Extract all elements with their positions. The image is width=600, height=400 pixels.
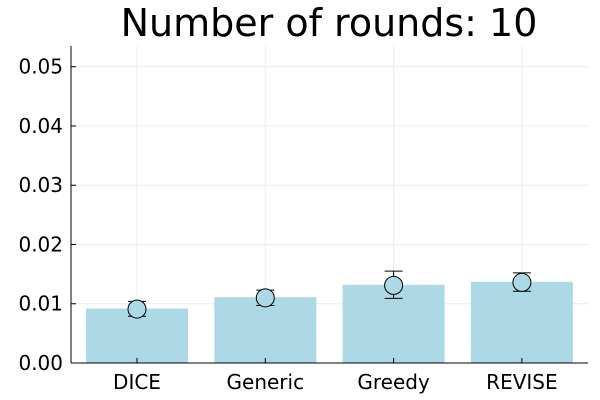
chart-title: Number of rounds: 10	[121, 1, 538, 45]
y-tick-labels: 0.00 0.01 0.02 0.03 0.04 0.05	[18, 55, 63, 375]
x-tick-label-generic: Generic	[227, 370, 305, 394]
y-tick-label: 0.01	[18, 292, 63, 316]
x-tick-labels: DICE Generic Greedy REVISE	[113, 370, 558, 394]
y-tick-label: 0.02	[18, 232, 63, 256]
bar-generic	[214, 297, 317, 363]
y-tick-label: 0.05	[18, 55, 63, 79]
marker-greedy	[384, 275, 404, 295]
bar-revise	[470, 281, 573, 363]
marker-revise	[512, 272, 532, 292]
x-tick-label-dice: DICE	[113, 370, 161, 394]
error-bars	[128, 270, 531, 317]
axes	[70, 46, 588, 364]
y-tick-label: 0.03	[18, 173, 63, 197]
x-tick-label-greedy: Greedy	[357, 370, 430, 394]
bars	[86, 281, 573, 363]
marker-dice	[127, 299, 147, 319]
y-tick-label: 0.00	[18, 351, 63, 375]
marker-generic	[255, 288, 275, 308]
x-tick-label-revise: REVISE	[486, 370, 557, 394]
mean-markers	[127, 272, 532, 319]
y-tick-label: 0.04	[18, 114, 63, 138]
